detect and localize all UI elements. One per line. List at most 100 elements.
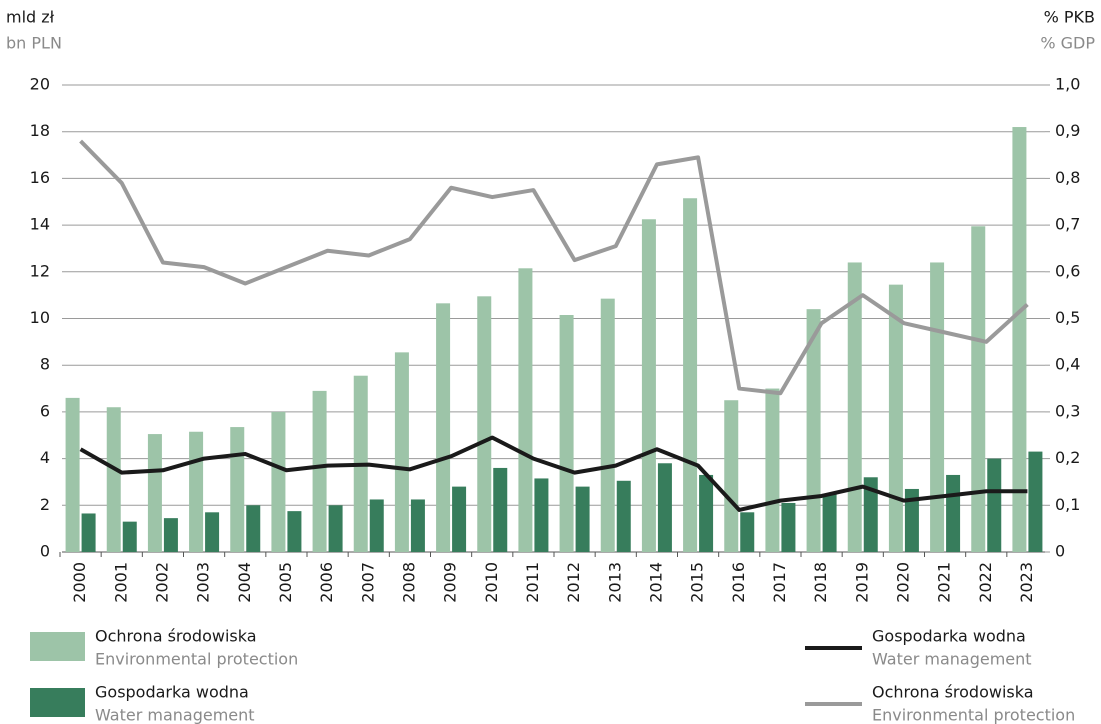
- y-tick-label: 12: [30, 261, 50, 280]
- x-tick-label: 2008: [399, 562, 418, 603]
- y2-tick-label: 0,7: [1055, 215, 1080, 234]
- y-tick-label: 14: [30, 215, 50, 234]
- bar: [394, 352, 409, 552]
- legend-label-en: Environmental protection: [872, 706, 1075, 724]
- y2-tick-label: 1,0: [1055, 75, 1080, 94]
- x-tick-label: 2000: [70, 562, 89, 603]
- bar: [699, 474, 714, 552]
- x-tick-label: 2019: [852, 562, 871, 603]
- bar: [863, 477, 878, 552]
- x-tick-label: 2004: [235, 562, 254, 603]
- bar: [724, 400, 739, 552]
- legend-swatch: [30, 632, 85, 661]
- bar: [888, 284, 903, 552]
- y2-tick-label: 0,3: [1055, 401, 1080, 420]
- y2-tick-label: 0,4: [1055, 355, 1080, 374]
- y2-axis-label: % PKB: [1044, 8, 1095, 27]
- bar: [847, 262, 862, 552]
- bar: [163, 518, 178, 552]
- bar: [930, 262, 945, 552]
- y2-tick-label: 0,2: [1055, 448, 1080, 467]
- y2-tick-label: 0,6: [1055, 261, 1080, 280]
- x-tick-label: 2011: [523, 562, 542, 603]
- bar: [271, 411, 286, 552]
- x-tick-label: 2009: [441, 562, 460, 603]
- x-tick-label: 2012: [564, 562, 583, 603]
- bar: [1012, 127, 1027, 552]
- legend-label: Ochrona środowiska: [95, 627, 257, 646]
- bar: [189, 431, 204, 552]
- bar: [987, 458, 1002, 552]
- y-axis-label: mld zł: [6, 8, 55, 27]
- bar: [205, 512, 220, 552]
- x-tick-label: 2005: [276, 562, 295, 603]
- y-tick-label: 18: [30, 121, 50, 140]
- bar: [369, 499, 384, 552]
- bar: [477, 296, 492, 552]
- y-tick-label: 6: [40, 401, 50, 420]
- bar: [575, 486, 590, 552]
- x-tick-label: 2018: [811, 562, 830, 603]
- bar: [246, 505, 261, 552]
- legend-swatch: [30, 688, 85, 717]
- y-tick-label: 4: [40, 448, 50, 467]
- bar: [616, 480, 631, 552]
- bar: [122, 521, 137, 552]
- bar: [410, 499, 425, 552]
- legend-label: Ochrona środowiska: [872, 683, 1034, 702]
- bar: [904, 488, 919, 552]
- x-tick-label: 2023: [1017, 562, 1036, 603]
- legend-label-en: Water management: [872, 650, 1032, 669]
- legend-label-en: Environmental protection: [95, 650, 298, 669]
- x-tick-label: 2021: [935, 562, 954, 603]
- bar: [683, 198, 698, 552]
- bar: [147, 434, 162, 552]
- bar: [106, 407, 121, 552]
- bar: [740, 512, 755, 552]
- x-tick-label: 2003: [194, 562, 213, 603]
- y-tick-label: 8: [40, 355, 50, 374]
- y-axis-label-en: bn PLN: [6, 34, 62, 53]
- bar: [287, 511, 302, 552]
- bar: [534, 478, 549, 552]
- y-tick-label: 2: [40, 495, 50, 514]
- legend-label-en: Water management: [95, 706, 255, 724]
- x-tick-label: 2013: [605, 562, 624, 603]
- bar: [600, 298, 615, 552]
- x-tick-label: 2014: [646, 562, 665, 603]
- bar: [81, 513, 96, 552]
- bar: [452, 486, 467, 552]
- bar: [765, 388, 780, 552]
- y-tick-label: 10: [30, 308, 50, 327]
- bar: [518, 268, 533, 552]
- bar: [65, 397, 80, 552]
- bar: [657, 463, 672, 552]
- bar: [312, 390, 327, 552]
- line: [79, 139, 1029, 396]
- x-tick-label: 2007: [358, 562, 377, 603]
- bar: [781, 502, 796, 552]
- bar: [559, 314, 574, 552]
- y2-tick-label: 0,1: [1055, 495, 1080, 514]
- x-tick-label: 2016: [729, 562, 748, 603]
- bar: [436, 303, 451, 552]
- bar: [230, 427, 245, 552]
- bar: [946, 474, 961, 552]
- y-tick-label: 20: [30, 75, 50, 94]
- y-tick-label: 0: [40, 542, 50, 561]
- y2-tick-label: 0,5: [1055, 308, 1080, 327]
- x-tick-label: 2017: [770, 562, 789, 603]
- bar: [1028, 451, 1043, 552]
- y2-axis-label-en: % GDP: [1040, 34, 1095, 53]
- x-tick-label: 2001: [111, 562, 130, 603]
- x-tick-label: 2015: [688, 562, 707, 603]
- y-tick-label: 16: [30, 168, 50, 187]
- bar: [971, 226, 986, 552]
- line: [79, 435, 1028, 512]
- bar: [806, 309, 821, 552]
- x-tick-label: 2022: [976, 562, 995, 603]
- y2-tick-label: 0: [1055, 542, 1065, 561]
- y2-tick-label: 0,9: [1055, 121, 1080, 140]
